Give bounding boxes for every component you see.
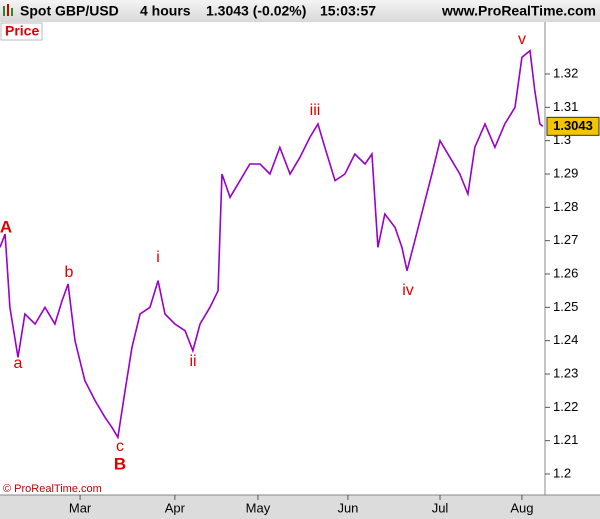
y-tick-label: 1.22 (553, 399, 578, 414)
panel-label-box (0, 22, 43, 41)
wave-label: ii (189, 353, 196, 370)
site: www.ProRealTime.com (441, 3, 596, 19)
x-axis-bar (0, 495, 600, 519)
wave-label: b (65, 264, 74, 281)
wave-label: a (14, 355, 23, 372)
wave-label: v (518, 31, 526, 48)
wave-label: A (0, 217, 12, 236)
y-tick-label: 1.2 (553, 465, 571, 480)
timeframe: 4 hours (140, 3, 191, 19)
panel-label: Price (5, 23, 39, 39)
y-tick-label: 1.21 (553, 432, 578, 447)
x-tick-label: May (246, 500, 271, 515)
time: 15:03:57 (320, 3, 376, 19)
last-price-box (546, 116, 600, 136)
quote: 1.3043 (-0.02%) (206, 3, 306, 19)
y-tick-label: 1.24 (553, 332, 578, 347)
wave-label: iv (402, 282, 414, 299)
y-tick-label: 1.26 (553, 265, 578, 280)
wave-label: B (114, 454, 126, 473)
header-bar (0, 0, 600, 22)
y-tick-label: 1.32 (553, 65, 578, 80)
y-tick-label: 1.23 (553, 365, 578, 380)
wave-label: c (116, 438, 124, 455)
wave-label: i (156, 249, 160, 266)
y-tick-label: 1.28 (553, 199, 578, 214)
wave-label: iii (310, 102, 321, 119)
y-tick-label: 1.29 (553, 165, 578, 180)
y-tick-label: 1.25 (553, 299, 578, 314)
price-line (0, 49, 544, 440)
y-tick-label: 1.27 (553, 232, 578, 247)
icon (3, 4, 13, 16)
footer: © ProRealTime.com (3, 483, 102, 495)
y-tick-label: 1.31 (553, 99, 578, 114)
x-tick-label: Aug (510, 500, 533, 515)
symbol: Spot GBP/USD (20, 3, 119, 19)
x-tick-label: Jun (337, 500, 358, 515)
x-tick-label: Apr (165, 500, 186, 515)
x-tick-label: Mar (69, 500, 92, 515)
y-tick-label: 1.3 (553, 132, 571, 147)
last-price-label: 1.3043 (553, 118, 593, 133)
x-tick-label: Jul (432, 500, 449, 515)
